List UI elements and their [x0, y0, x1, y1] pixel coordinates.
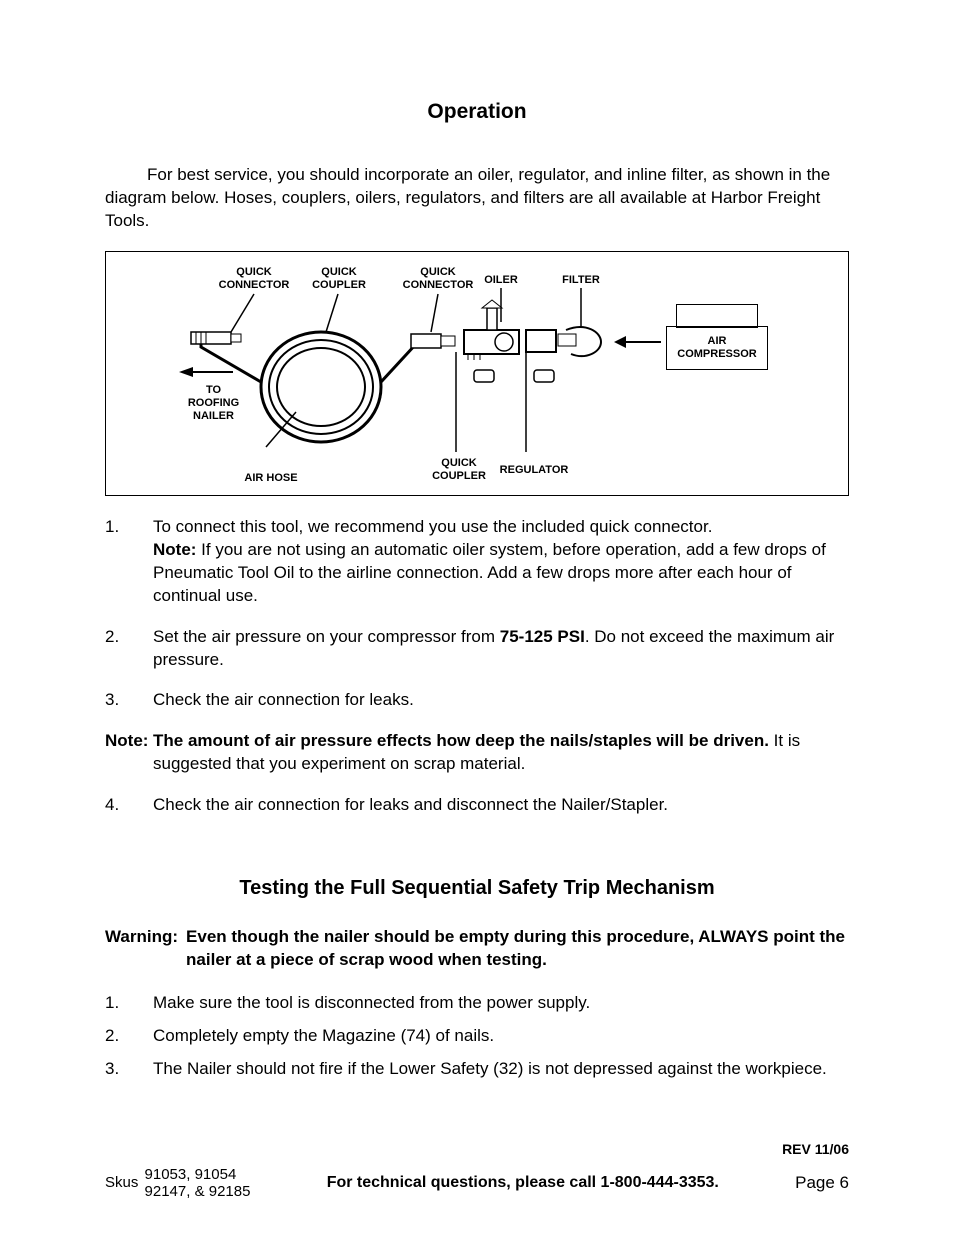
- list-item: 1. To connect this tool, we recommend yo…: [105, 516, 849, 608]
- section-title: Operation: [105, 100, 849, 124]
- step-number: 3.: [105, 689, 153, 712]
- pressure-note: Note: The amount of air pressure effects…: [105, 730, 849, 776]
- step-body: Check the air connection for leaks.: [153, 689, 849, 712]
- step-number: 4.: [105, 794, 153, 817]
- page-footer: Skus 91053, 91054 92147, & 92185 For tec…: [105, 1166, 849, 1201]
- step-text: To connect this tool, we recommend you u…: [153, 517, 712, 536]
- note-bold: The amount of air pressure effects how d…: [153, 731, 769, 750]
- intro-paragraph: For best service, you should incorporate…: [105, 164, 849, 233]
- step-text: Check the air connection for leaks and d…: [153, 795, 668, 814]
- step-number: 2.: [105, 626, 153, 672]
- arrow-to-nailer-icon: [179, 367, 193, 377]
- warning-text: Even though the nailer should be empty d…: [186, 926, 849, 972]
- section-subtitle: Testing the Full Sequential Safety Trip …: [105, 877, 849, 900]
- list-item: 1. Make sure the tool is disconnected fr…: [105, 992, 849, 1015]
- label-quick-coupler-2: QUICKCOUPLER: [424, 457, 494, 483]
- revision-label: REV 11/06: [782, 1141, 849, 1157]
- list-item: 4. Check the air connection for leaks an…: [105, 794, 849, 817]
- list-item: 3. Check the air connection for leaks.: [105, 689, 849, 712]
- document-page: Operation For best service, you should i…: [0, 0, 954, 1235]
- step-body: Set the air pressure on your compressor …: [153, 626, 849, 672]
- label-air-compressor: AIRCOMPRESSOR: [666, 326, 768, 370]
- skus-line2: 92147, & 92185: [145, 1183, 251, 1200]
- list-item: 2. Set the air pressure on your compress…: [105, 626, 849, 672]
- note-label: Note:: [105, 730, 153, 776]
- step-text: Make sure the tool is disconnected from …: [153, 992, 849, 1015]
- operation-steps: 1. To connect this tool, we recommend yo…: [105, 516, 849, 713]
- note-body: The amount of air pressure effects how d…: [153, 730, 849, 776]
- skus-line1: 91053, 91054: [145, 1166, 251, 1183]
- step-text-bold: 75-125 PSI: [500, 627, 585, 646]
- step-text: The Nailer should not fire if the Lower …: [153, 1058, 849, 1081]
- safety-warning: Warning: Even though the nailer should b…: [105, 926, 849, 972]
- step-number: 3.: [105, 1058, 153, 1081]
- step-number: 1.: [105, 516, 153, 608]
- compressor-top-box: [676, 304, 758, 328]
- step-body: To connect this tool, we recommend you u…: [153, 516, 849, 608]
- arrow-to-nailer-line: [193, 371, 233, 373]
- note-label: Note:: [153, 540, 196, 559]
- list-item: 2. Completely empty the Magazine (74) of…: [105, 1025, 849, 1048]
- operation-steps-cont: 4. Check the air connection for leaks an…: [105, 794, 849, 817]
- label-to-roofing-nailer: TOROOFINGNAILER: [181, 384, 246, 424]
- list-item: 3. The Nailer should not fire if the Low…: [105, 1058, 849, 1081]
- footer-skus: Skus 91053, 91054 92147, & 92185: [105, 1166, 250, 1201]
- label-regulator: REGULATOR: [494, 464, 574, 477]
- footer-page-num: Page 6: [795, 1173, 849, 1193]
- step-text: Completely empty the Magazine (74) of na…: [153, 1025, 849, 1048]
- note-text: If you are not using an automatic oiler …: [153, 540, 826, 605]
- air-system-diagram: QUICKCONNECTOR QUICKCOUPLER QUICKCONNECT…: [105, 251, 849, 496]
- label-air-hose: AIR HOSE: [236, 472, 306, 485]
- step-text-pre: Set the air pressure on your compressor …: [153, 627, 500, 646]
- step-number: 2.: [105, 1025, 153, 1048]
- step-body: Check the air connection for leaks and d…: [153, 794, 849, 817]
- testing-steps: 1. Make sure the tool is disconnected fr…: [105, 992, 849, 1081]
- step-number: 1.: [105, 992, 153, 1015]
- warning-label: Warning:: [105, 926, 178, 972]
- step-text: Check the air connection for leaks.: [153, 690, 414, 709]
- skus-label: Skus: [105, 1174, 138, 1191]
- footer-support: For technical questions, please call 1-8…: [250, 1174, 795, 1192]
